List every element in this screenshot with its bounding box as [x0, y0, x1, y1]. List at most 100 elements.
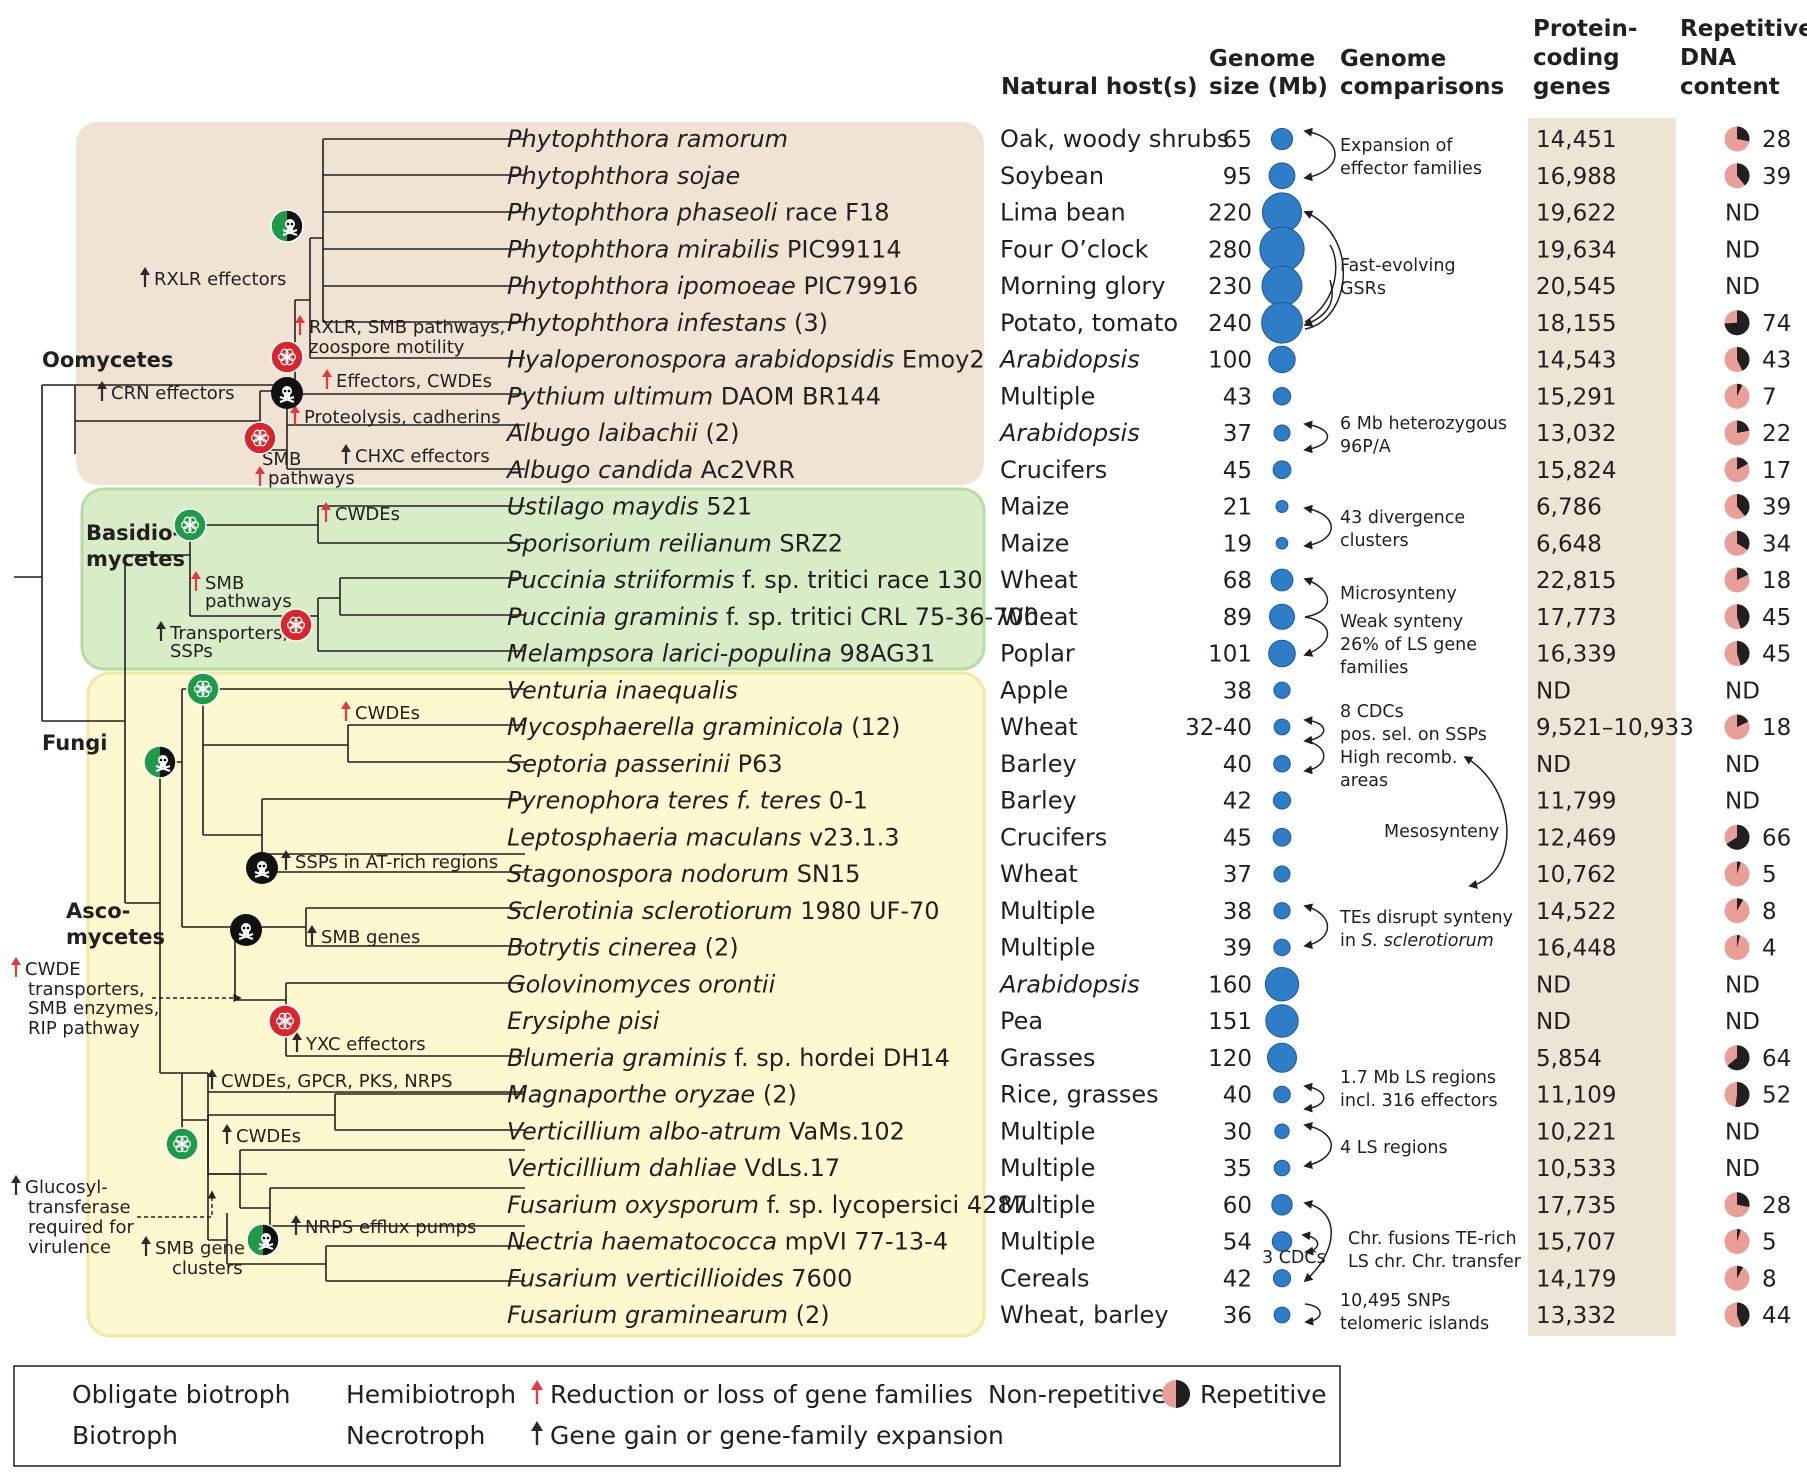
tree-annotation-text: Effectors, CWDEs	[336, 371, 492, 392]
comparison-text: 1.7 Mb LS regions	[1340, 1068, 1496, 1088]
genome-size-value: 151	[1208, 1009, 1252, 1035]
repeat-pie-slice	[1724, 310, 1750, 336]
species-row: Puccinia graminis f. sp. tritici CRL 75-…	[507, 603, 1791, 631]
species-row: Ustilago maydis 521 Maize 21 6,786 39	[507, 493, 1791, 521]
repeat-content-nd: ND	[1725, 274, 1760, 300]
legend: Obligate biotroph Biotroph Hemibiotroph …	[13, 1365, 1341, 1467]
protein-coding-genes-value: 13,032	[1536, 421, 1616, 447]
host-name: Maize	[1000, 493, 1069, 521]
repeat-content-nd: ND	[1725, 237, 1760, 263]
species-name: Nectria haematococca mpVI 77-13-4	[507, 1228, 948, 1256]
obligate-biotroph-icon	[243, 421, 277, 455]
host-name: Multiple	[1000, 1191, 1095, 1219]
repeat-pie	[1724, 530, 1750, 556]
repeat-content-value: 52	[1762, 1083, 1791, 1109]
repeat-content-value: 44	[1762, 1303, 1791, 1329]
species-name: Albugo laibachii (2)	[505, 419, 739, 447]
protein-coding-genes-value: 19,634	[1536, 237, 1616, 263]
protein-coding-genes-value: ND	[1536, 752, 1571, 778]
host-name: Multiple	[1000, 934, 1095, 962]
obligate-biotroph-icon	[270, 340, 304, 374]
comparison-text: 4 LS regions	[1340, 1138, 1448, 1158]
repeat-content-nd: ND	[1725, 678, 1760, 704]
comparison-text: TEs disrupt synteny	[1339, 908, 1513, 928]
genome-size-bubble	[1269, 603, 1295, 630]
group-labels: Oomycetes Basidio- mycetes Fungi Asco- m…	[42, 348, 185, 949]
repeat-content-value: 8	[1762, 899, 1777, 925]
protein-coding-genes-value: 14,522	[1536, 899, 1616, 925]
genome-size-bubble	[1273, 424, 1291, 442]
repeat-pie	[1724, 163, 1750, 189]
tree-annotation-text: SMB	[205, 573, 244, 594]
host-name: Multiple	[1000, 1154, 1095, 1182]
repeat-content-value: 34	[1762, 531, 1791, 557]
repeat-content-value: 66	[1762, 825, 1791, 851]
protein-coding-genes-value: 12,469	[1536, 825, 1616, 851]
tree-annotation-text: pathways	[205, 591, 292, 612]
repeat-content-value: 74	[1762, 311, 1791, 337]
repeat-content-value: 64	[1762, 1046, 1791, 1072]
host-name: Multiple	[1000, 382, 1095, 410]
header-genes-1: Protein-	[1533, 16, 1637, 42]
species-row: Albugo candida Ac2VRR Crucifers 45 15,824 17	[505, 456, 1791, 484]
host-name: Arabidopsis	[998, 970, 1140, 998]
repeat-content-value: 4	[1762, 936, 1777, 962]
species-name: Magnaporthe oryzae (2)	[507, 1081, 797, 1109]
species-name: Pyrenophora teres f. teres 0-1	[507, 787, 868, 815]
protein-coding-genes-value: 14,451	[1536, 127, 1616, 153]
genome-size-bubble	[1273, 754, 1291, 773]
necrotroph-icon	[230, 914, 262, 946]
protein-coding-genes-value: 10,533	[1536, 1156, 1616, 1182]
comparison-text: pos. sel. on SSPs	[1340, 725, 1487, 745]
header-genes-2: coding	[1533, 45, 1620, 71]
column-headers: Natural host(s) Genome size (Mb) Genome …	[1001, 16, 1807, 100]
tree-annotation-text: YXC effectors	[305, 1034, 426, 1055]
species-name: Fusarium oxysporum f. sp. lycopersici 42…	[507, 1191, 1028, 1219]
reduction-arrow-icon	[191, 571, 201, 591]
header-genome-size-2: size (Mb)	[1209, 74, 1328, 100]
header-host: Natural host(s)	[1001, 74, 1197, 100]
repeat-pie	[1724, 347, 1750, 372]
species-row: Venturia inaequalis Apple 38 ND ND	[507, 676, 1760, 704]
genome-size-value: 230	[1208, 274, 1252, 300]
repeat-pie-slice	[1737, 494, 1750, 517]
host-name: Multiple	[1000, 1228, 1095, 1256]
genes-column-bg	[1528, 118, 1676, 1336]
comparison-text: LS chr. Chr. transfer	[1348, 1252, 1522, 1272]
repeat-content-value: 18	[1762, 568, 1791, 594]
repeat-pie-slice	[1737, 1229, 1741, 1242]
species-name: Pythium ultimum DAOM BR144	[507, 382, 881, 410]
tree-annotation-text: transporters,	[28, 979, 145, 1000]
genome-size-value: 42	[1223, 789, 1252, 815]
genome-size-bubble	[1272, 827, 1292, 847]
dashed-pointers	[137, 993, 242, 1218]
host-name: Barley	[1000, 787, 1077, 815]
genome-size-value: 101	[1208, 642, 1252, 668]
repeat-pie-slice	[1737, 1265, 1744, 1279]
genome-size-value: 45	[1223, 458, 1252, 484]
tree-annotation-text: CWDEs	[355, 703, 420, 724]
genome-size-bubble	[1273, 865, 1291, 883]
header-repeat-2: DNA	[1680, 45, 1736, 71]
genome-size-value: 40	[1223, 1083, 1252, 1109]
comparison-text: clusters	[1340, 531, 1409, 551]
group-fungi: Fungi	[42, 731, 107, 755]
protein-coding-genes-value: 6,786	[1536, 495, 1602, 521]
genome-size-bubble	[1273, 681, 1291, 699]
gain-arrow-icon	[141, 1236, 151, 1256]
protein-coding-genes-value: 11,109	[1536, 1083, 1616, 1109]
repeat-pie	[1724, 1081, 1750, 1107]
hemibiotroph-icon	[246, 1223, 280, 1257]
protein-coding-genes-value: 20,545	[1536, 274, 1616, 300]
repeat-pie	[1724, 457, 1750, 483]
species-row: Sporisorium reilianum SRZ2 Maize 19 6,648 34	[507, 529, 1791, 557]
repeat-content-nd: ND	[1725, 1156, 1760, 1182]
host-name: Arabidopsis	[998, 346, 1140, 374]
species-name: Sclerotinia sclerotiorum 1980 UF-70	[507, 897, 940, 925]
species-name: Albugo candida Ac2VRR	[505, 456, 795, 484]
protein-coding-genes-value: 10,221	[1536, 1119, 1616, 1145]
species-row: Phytophthora mirabilis PIC99114 Four O’cl…	[507, 226, 1760, 272]
tree-annotations: RXLR effectors CRN effectors RXLR, SMB pat…	[11, 267, 505, 1279]
repeat-content-nd: ND	[1725, 789, 1760, 815]
